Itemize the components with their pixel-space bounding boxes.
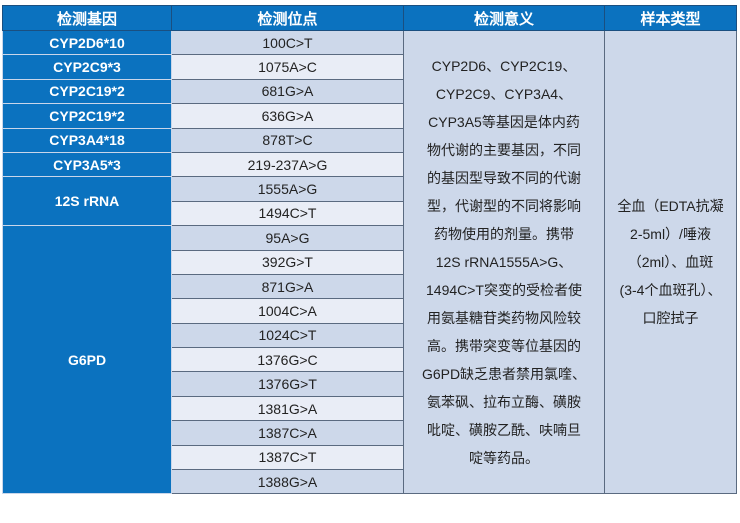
significance-line: 高。携带突变等位基因的 [427, 338, 581, 355]
table-row: CYP2C9*3 1075A>C [2, 54, 737, 80]
gene-cell: CYP2D6*10 [2, 29, 172, 56]
significance-line: CYP2D6、CYP2C19、 [431, 58, 577, 75]
significance-line: 药物使用的剂量。携带 [434, 226, 574, 243]
gene-cell: CYP3A4*18 [2, 127, 172, 153]
table-row: 1387C>A [3, 420, 737, 446]
sample-type-line: (3-4个血斑孔）、 [619, 282, 722, 299]
table-row: 1388G>A [3, 469, 737, 495]
significance-line: 12S rRNA1555A>G、 [435, 254, 573, 271]
significance-line: G6PD缺乏患者禁用氯喹、 [421, 366, 587, 383]
significance-line: 1494C>T突变的受检者使 [426, 282, 582, 299]
site-cell: 392G>T [171, 249, 404, 275]
table-row: CYP2D6*10 100C>T CYP2D6、CYP2C19、 CYP2C9、CYP… [2, 29, 737, 495]
table-row: 1004C>A [3, 298, 737, 324]
site-cell: 219-237A>G [171, 151, 404, 178]
significance-line: 的基因型导致不同的代谢 [427, 170, 581, 187]
table-row: 1376G>T [3, 371, 737, 397]
site-cell: 681G>A [171, 78, 404, 105]
header-sample-type: 样本类型 [604, 5, 737, 31]
site-cell: 1381G>A [171, 395, 404, 422]
table-row: 1376G>C [3, 347, 737, 373]
site-cell: 1494C>T [171, 200, 404, 227]
significance-line: 物代谢的主要基因，不同 [427, 142, 581, 159]
significance-line: 氨苯砜、拉布立酶、磺胺 [427, 394, 581, 411]
site-cell: 1004C>A [171, 298, 404, 324]
site-cell: 878T>C [171, 127, 404, 153]
header-row: 检测基因 检测位点 检测意义 样本类型 [2, 5, 737, 31]
table-row: 871G>A [3, 273, 737, 300]
gene-cell: CYP2C19*2 [2, 103, 172, 129]
table-row: CYP2C19*2 681G>A [2, 78, 737, 105]
table-row: CYP3A5*3 219-237A>G [2, 151, 737, 178]
table-row: 1387C>T [3, 444, 737, 471]
significance-line: 用氨基糖苷类药物风险较 [427, 310, 581, 327]
site-cell: 1024C>T [171, 322, 404, 349]
site-cell: 1388G>A [171, 469, 404, 495]
sample-type-line: （2ml）、血斑 [627, 254, 714, 271]
sample-type-cell: 全血（EDTA抗凝 2-5ml）/唾液 （2ml）、血斑 (3-4个血斑孔）、 口腔拭子 [604, 29, 737, 495]
header-significance: 检测意义 [403, 5, 605, 31]
site-cell: 636G>A [171, 103, 404, 129]
header-gene: 检测基因 [2, 5, 172, 31]
site-cell: 1376G>T [171, 371, 404, 397]
table-row: 1381G>A [3, 395, 737, 422]
significance-line: 啶等药品。 [469, 450, 539, 467]
gene-cell: CYP3A5*3 [2, 151, 172, 178]
gene-test-table: 检测基因 检测位点 检测意义 样本类型 CYP2D6*10 100C>T CYP2D… [2, 5, 737, 495]
table-row: CYP3A4*18 878T>C [2, 127, 737, 153]
sample-type-line: 全血（EDTA抗凝 [617, 198, 724, 215]
table-row: 12S rRNA 1555A>G [2, 176, 737, 227]
table-row: CYP2C19*2 636G>A [2, 103, 737, 129]
gene-cell: G6PD [2, 225, 172, 495]
table-row: G6PD 95A>G [2, 225, 737, 495]
table-row: 392G>T [3, 249, 737, 275]
site-cell: 1387C>T [171, 444, 404, 471]
site-cell: 1075A>C [171, 54, 404, 80]
table-row: 1024C>T [3, 322, 737, 349]
header-site: 检测位点 [171, 5, 404, 31]
significance-line: 型，代谢型的不同将影响 [427, 198, 581, 215]
significance-line: 吡啶、磺胺乙酰、呋喃旦 [427, 422, 581, 439]
gene-cell: 12S rRNA [2, 176, 172, 227]
site-cell: 95A>G [171, 225, 404, 251]
significance-line: CYP3A5等基因是体内药 [428, 114, 580, 131]
gene-cell: CYP2C9*3 [2, 54, 172, 80]
site-cell: 1376G>C [171, 347, 404, 373]
gene-cell: CYP2C19*2 [2, 78, 172, 105]
site-cell: 1555A>G [171, 176, 404, 202]
site-cell: 1387C>A [171, 420, 404, 446]
significance-line: CYP2C9、CYP3A4、 [435, 86, 573, 103]
site-cell: 871G>A [171, 273, 404, 300]
site-cell: 100C>T [171, 29, 404, 56]
sample-type-line: 2-5ml）/唾液 [630, 226, 711, 243]
sample-type-line: 口腔拭子 [642, 310, 699, 327]
significance-cell: CYP2D6、CYP2C19、 CYP2C9、CYP3A4、 CYP3A5等基因是体… [403, 29, 605, 495]
